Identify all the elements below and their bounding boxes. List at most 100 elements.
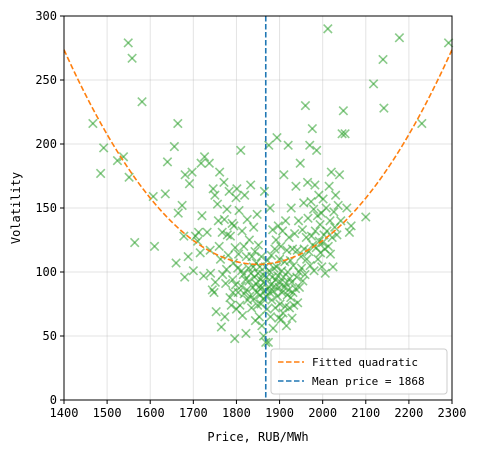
legend-box (270, 348, 448, 395)
scatter-point-stroke (271, 262, 282, 272)
scatter-point (307, 123, 318, 134)
scatter-point-stroke (295, 158, 306, 168)
scatter-point-stroke (443, 38, 454, 48)
scatter-point-stroke (280, 301, 290, 312)
scatter-point (187, 167, 197, 177)
scatter-point-stroke (210, 190, 220, 200)
scatter-point (276, 241, 286, 252)
scatter-point (250, 246, 260, 257)
scatter-point-stroke (257, 269, 268, 280)
scatter-point-stroke (232, 184, 242, 194)
scatter-point-stroke (179, 272, 190, 282)
scatter-point-stroke (177, 200, 187, 211)
scatter-point-stroke (315, 219, 325, 230)
scatter-point-stroke (225, 231, 236, 241)
scatter-point-stroke (332, 230, 342, 240)
scatter-point (217, 227, 227, 238)
scatter-point-stroke (229, 221, 239, 231)
scatter-point (222, 204, 232, 215)
x-tick-label: 1700 (179, 406, 208, 420)
scatter-point (252, 209, 262, 220)
scatter-point-stroke (236, 265, 247, 276)
scatter-point (229, 221, 239, 231)
scatter-point (235, 145, 246, 156)
scatter-point (302, 177, 313, 188)
scatter-point-stroke (275, 277, 286, 288)
scatter-point (279, 169, 289, 180)
scatter-point-stroke (321, 203, 331, 213)
scatter-point-stroke (215, 254, 226, 264)
scatter-point (287, 313, 297, 323)
scatter-point (241, 328, 251, 339)
x-axis-label: Price, RUB/MWh (207, 430, 308, 444)
scatter-point-stroke (237, 310, 248, 321)
scatter-point (275, 299, 285, 309)
scatter-series (88, 24, 454, 348)
scatter-point-stroke (198, 271, 209, 281)
scatter-point (304, 246, 314, 257)
scatter-point (225, 231, 236, 241)
scatter-point-stroke (294, 282, 305, 293)
scatter-point-stroke (317, 237, 328, 248)
scatter-point-stroke (273, 221, 284, 231)
scatter-point-stroke (283, 140, 293, 151)
scatter-point (294, 282, 305, 293)
scatter-point-stroke (310, 180, 320, 190)
scatter-point (118, 152, 129, 162)
scatter-point-stroke (278, 308, 288, 318)
scatter-point-stroke (257, 320, 267, 331)
scatter-point-stroke (227, 274, 238, 285)
scatter-point (310, 226, 321, 236)
scatter-point (304, 140, 315, 151)
scatter-point-stroke (180, 169, 190, 180)
scatter-point (269, 263, 279, 273)
scatter-point-stroke (330, 190, 341, 200)
scatter-point (232, 184, 242, 194)
x-tick-label: 1900 (265, 406, 294, 420)
scatter-point-stroke (252, 209, 262, 220)
scatter-point-stroke (193, 227, 204, 238)
scatter-point (334, 169, 345, 180)
scatter-point-stroke (394, 32, 405, 43)
scatter-point-stroke (324, 181, 334, 192)
scatter-point (248, 222, 259, 232)
scatter-point (239, 190, 250, 200)
scatter-point-stroke (296, 263, 307, 273)
scatter-point (281, 320, 292, 331)
scatter-point-stroke (137, 96, 147, 107)
scatter-point (196, 158, 206, 168)
scatter-point-stroke (250, 246, 260, 257)
scatter-point-stroke (268, 323, 278, 334)
scatter-point (188, 265, 199, 276)
scatter-point-stroke (311, 242, 321, 253)
scatter-point-stroke (205, 245, 215, 256)
scatter-point-stroke (173, 208, 184, 218)
scatter-point (292, 297, 303, 308)
y-tick-label: 250 (35, 73, 57, 87)
scatter-point-stroke (238, 269, 249, 280)
scatter-point (253, 240, 264, 250)
scatter-point-stroke (325, 249, 336, 259)
y-axis-ticks: 0 50 100 150 200 250 300 (35, 9, 64, 407)
scatter-point (267, 295, 277, 305)
scatter-point-stroke (230, 280, 241, 290)
scatter-point-stroke (95, 168, 106, 179)
scatter-point (236, 281, 246, 291)
scatter-point (281, 278, 291, 289)
scatter-point (220, 312, 230, 322)
scatter-point-stroke (344, 227, 355, 238)
scatter-point (112, 155, 123, 166)
scatter-point (368, 79, 379, 89)
scatter-point-stroke (271, 235, 281, 245)
scatter-point (278, 308, 288, 318)
scatter-point-stroke (340, 128, 350, 139)
scatter-point-stroke (296, 251, 306, 262)
x-tick-label: 1800 (222, 406, 251, 420)
scatter-point (230, 280, 241, 290)
scatter-point (226, 300, 237, 311)
scatter-point (338, 105, 349, 116)
scatter-point (210, 190, 220, 200)
scatter-point (305, 260, 315, 271)
scatter-point-stroke (285, 273, 295, 284)
scatter-point-stroke (179, 231, 189, 241)
